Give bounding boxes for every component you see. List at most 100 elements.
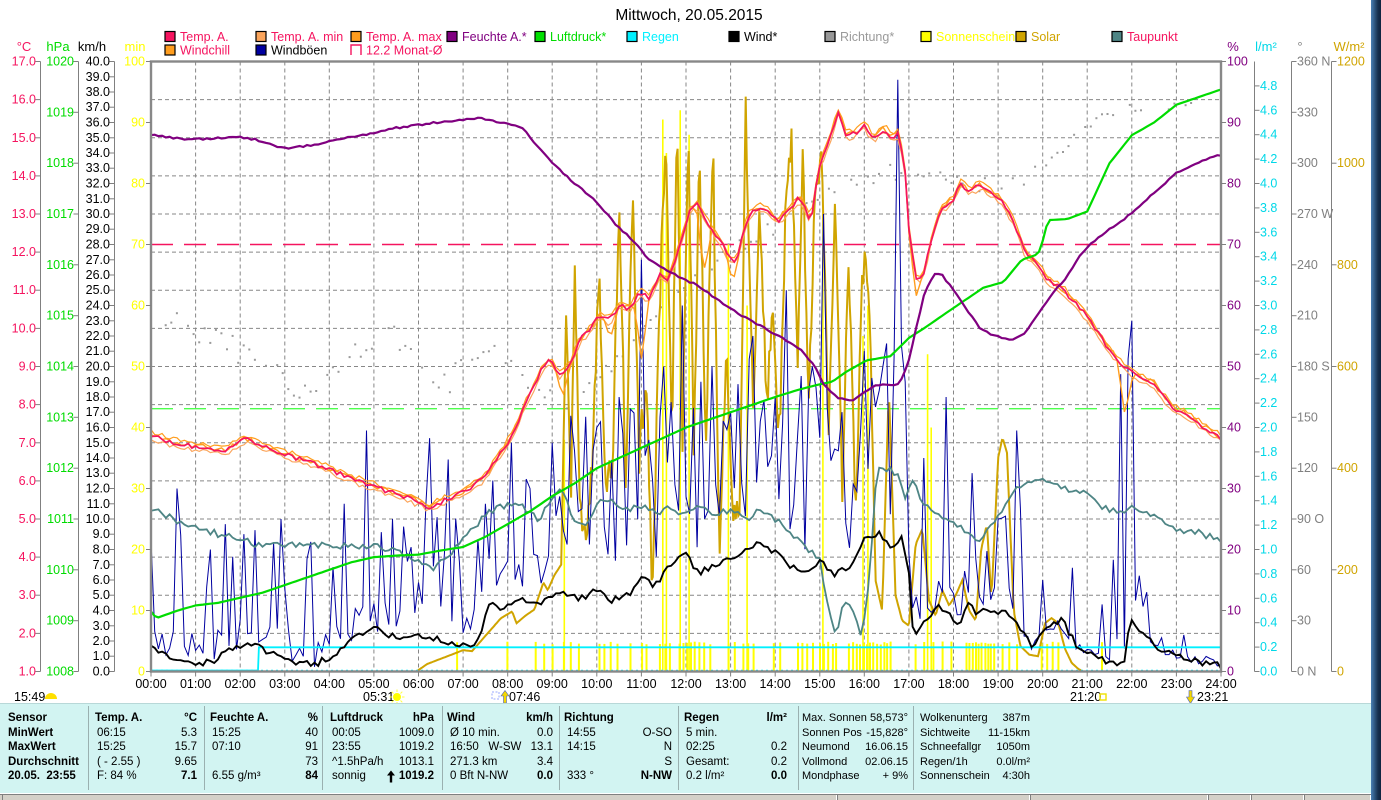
svg-text:06:00: 06:00 [403,677,434,691]
svg-text:39.0: 39.0 [86,70,110,84]
svg-text:1015: 1015 [46,309,74,323]
svg-text:3.2: 3.2 [1260,274,1277,288]
svg-text:22.0: 22.0 [86,329,110,343]
svg-text:4.0: 4.0 [93,604,110,618]
svg-text:1013: 1013 [46,410,74,424]
svg-text:800: 800 [1337,258,1358,272]
svg-text:°: ° [1297,39,1302,54]
svg-text:Windböen: Windböen [271,44,327,58]
svg-text:Richtung*: Richtung* [840,30,894,44]
svg-text:0.0: 0.0 [1260,665,1277,679]
svg-text:°C: °C [17,39,32,54]
svg-text:11.0: 11.0 [87,497,110,511]
svg-text:35.0: 35.0 [86,131,110,145]
svg-text:8.0: 8.0 [19,398,36,412]
svg-text:04:00: 04:00 [314,677,345,691]
svg-text:210: 210 [1297,309,1318,323]
svg-text:0 N: 0 N [1297,665,1316,679]
svg-text:10: 10 [131,604,145,618]
svg-text:1012: 1012 [46,461,74,475]
svg-text:0: 0 [1227,665,1234,679]
svg-text:150: 150 [1297,410,1318,424]
svg-text:16.0: 16.0 [86,421,110,435]
svg-text:14.0: 14.0 [86,451,110,465]
svg-text:Mittwoch, 20.05.2015: Mittwoch, 20.05.2015 [615,7,762,24]
svg-text:19:00: 19:00 [982,677,1013,691]
svg-text:4.2: 4.2 [1260,152,1277,166]
svg-text:05:00: 05:00 [358,677,389,691]
svg-text:1016: 1016 [46,258,74,272]
svg-text:0.4: 0.4 [1260,616,1277,630]
svg-text:31.0: 31.0 [86,192,110,206]
svg-text:1017: 1017 [46,207,74,221]
svg-text:29.0: 29.0 [86,222,110,236]
svg-text:16.0: 16.0 [12,93,36,107]
svg-text:6.0: 6.0 [19,474,36,488]
svg-text:4.6: 4.6 [1260,103,1277,117]
svg-text:W/m²: W/m² [1333,39,1365,54]
svg-text:1020: 1020 [46,55,74,69]
svg-text:hPa: hPa [46,39,70,54]
svg-text:20:00: 20:00 [1027,677,1058,691]
svg-text:270 W: 270 W [1297,207,1333,221]
svg-text:26.0: 26.0 [86,268,110,282]
svg-text:30: 30 [1297,614,1311,628]
svg-text:min: min [125,39,146,54]
svg-text:0.0: 0.0 [93,665,110,679]
svg-text:25.0: 25.0 [86,283,110,297]
svg-text:27.0: 27.0 [86,253,110,267]
svg-text:1.6: 1.6 [1260,469,1277,483]
svg-text:36.0: 36.0 [86,116,110,130]
svg-text:0: 0 [1337,665,1344,679]
svg-text:600: 600 [1337,360,1358,374]
svg-text:3.8: 3.8 [1260,201,1277,215]
svg-text:Solar: Solar [1031,30,1060,44]
svg-text:70: 70 [131,238,145,252]
svg-text:1.2: 1.2 [1260,518,1277,532]
svg-text:4.0: 4.0 [1260,177,1277,191]
svg-text:1011: 1011 [47,512,74,526]
svg-text:Taupunkt: Taupunkt [1127,30,1178,44]
svg-text:40.0: 40.0 [86,55,110,69]
svg-text:2.8: 2.8 [1260,323,1277,337]
svg-text:13.0: 13.0 [12,207,36,221]
svg-text:9.0: 9.0 [93,527,110,541]
svg-text:33.0: 33.0 [86,161,110,175]
svg-text:30: 30 [131,482,145,496]
svg-text:15:00: 15:00 [804,677,835,691]
svg-text:2.0: 2.0 [1260,421,1277,435]
svg-text:7.0: 7.0 [19,436,36,450]
svg-text:2.6: 2.6 [1260,347,1277,361]
svg-text:30: 30 [1227,482,1241,496]
svg-text:17.0: 17.0 [12,55,36,69]
svg-text:13.0: 13.0 [86,466,110,480]
svg-text:100: 100 [1227,55,1248,69]
svg-text:1018: 1018 [46,156,74,170]
svg-text:2.4: 2.4 [1260,372,1277,386]
svg-text:Sonnenschein: Sonnenschein [936,30,1015,44]
svg-text:4.0: 4.0 [19,550,36,564]
svg-text:Temp. A. min: Temp. A. min [271,30,343,44]
svg-text:360 N: 360 N [1297,55,1330,69]
svg-text:21.0: 21.0 [86,344,110,358]
svg-text:200: 200 [1337,563,1358,577]
svg-text:08:00: 08:00 [492,677,523,691]
svg-text:50: 50 [1227,360,1241,374]
svg-text:10: 10 [1227,604,1241,618]
svg-text:0.2: 0.2 [1260,640,1277,654]
svg-text:15.0: 15.0 [12,131,36,145]
svg-text:80: 80 [1227,177,1241,191]
svg-text:03:00: 03:00 [269,677,300,691]
svg-text:2.0: 2.0 [19,626,36,640]
svg-text:17:00: 17:00 [893,677,924,691]
svg-text:15.0: 15.0 [86,436,110,450]
svg-text:07:00: 07:00 [447,677,478,691]
svg-text:5.0: 5.0 [93,588,110,602]
svg-text:09:00: 09:00 [537,677,568,691]
svg-text:1.0: 1.0 [93,649,110,663]
svg-text:50: 50 [131,360,145,374]
svg-text:2.2: 2.2 [1260,396,1277,410]
svg-text:1.0: 1.0 [1260,543,1277,557]
svg-text:12.2 Monat-Ø: 12.2 Monat-Ø [366,44,443,58]
svg-text:16:00: 16:00 [849,677,880,691]
